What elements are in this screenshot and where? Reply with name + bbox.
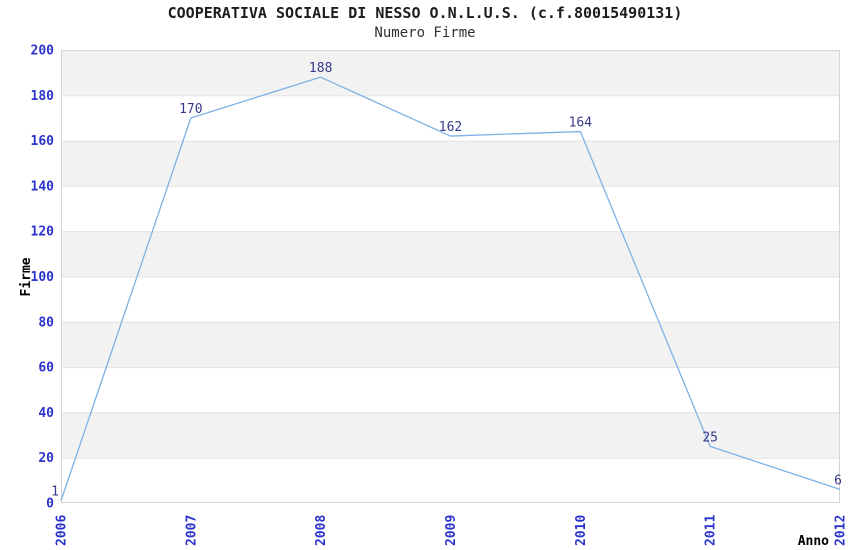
plot-border	[61, 50, 840, 503]
x-axis-label: Anno	[798, 534, 829, 549]
plot-band	[61, 50, 840, 96]
y-tick-label: 0	[46, 497, 54, 512]
y-tick-label: 60	[38, 361, 54, 376]
plot-band	[61, 276, 840, 322]
y-tick-label: 20	[38, 451, 54, 466]
x-tick-label: 2007	[184, 515, 199, 546]
x-tick-label: 2008	[314, 515, 329, 546]
plot-band	[61, 457, 840, 503]
x-tick-label: 2006	[55, 515, 70, 546]
x-tick-label: 2011	[704, 515, 719, 546]
plot-band	[61, 231, 840, 277]
y-tick-label: 40	[38, 406, 54, 421]
data-point-labels: 1 170 188 162 164 25 6	[51, 61, 842, 500]
data-point-label: 25	[702, 430, 718, 445]
y-tick-label: 160	[31, 134, 55, 149]
x-tick-label: 2012	[834, 515, 849, 546]
y-tick-label: 180	[31, 89, 55, 104]
x-tick-label: 2009	[444, 515, 459, 546]
y-tick-label: 100	[31, 270, 55, 285]
data-line-series	[60, 76, 841, 501]
data-point-label: 188	[309, 61, 332, 76]
y-tick-label: 200	[31, 44, 55, 59]
plot-band	[61, 185, 840, 232]
y-tick-label: 120	[31, 225, 55, 240]
plot-band	[61, 321, 840, 368]
plot-band	[61, 140, 840, 186]
x-axis-ticks: 2006 2007 2008 2009 2010 2011 2012	[55, 515, 849, 546]
chart-subtitle: Numero Firme	[374, 25, 476, 41]
y-axis-label: Firme	[19, 257, 34, 296]
data-point-label: 162	[439, 120, 462, 135]
data-point-label: 170	[179, 102, 202, 117]
data-point-label: 1	[51, 485, 59, 500]
plot-band	[61, 412, 840, 458]
data-point-label: 6	[834, 473, 842, 488]
x-tick-label: 2010	[574, 515, 589, 546]
plot-band	[61, 367, 840, 413]
y-tick-label: 140	[31, 179, 55, 194]
chart-title: COOPERATIVA SOCIALE DI NESSO O.N.L.U.S. …	[167, 4, 683, 22]
data-point-label: 164	[569, 116, 593, 131]
grid-lines	[61, 95, 840, 459]
y-axis-ticks: 0 20 40 60 80 100 120 140 160 180 200	[31, 44, 55, 512]
y-tick-label: 80	[38, 315, 54, 330]
plot-bands	[61, 50, 840, 503]
